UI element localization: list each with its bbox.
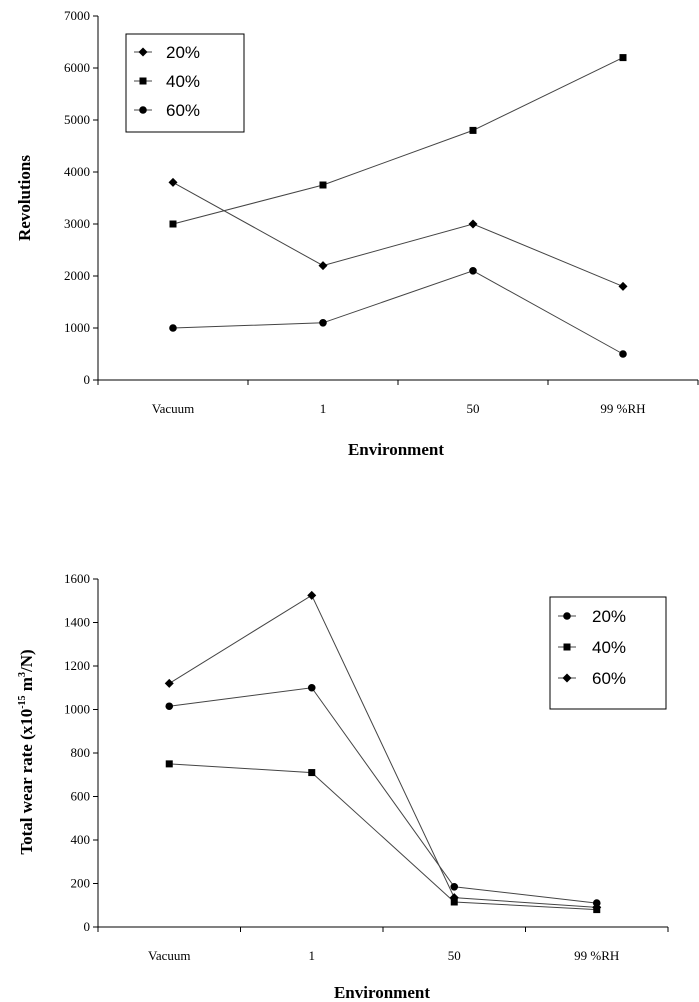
chart2-legend-marker [562,673,572,683]
chart2-y-tick-label: 1200 [64,658,90,673]
chart2-y-tick-label: 1400 [64,615,90,630]
chart2-y-tick-label: 1000 [64,702,90,717]
chart2-series-40pct [165,760,601,914]
chart2-data-point [165,702,174,711]
chart1-legend: 20% 40% 60% [125,33,245,133]
chart2-series-20pct [165,683,601,907]
chart1-y-axis-title: Revolutions [15,155,34,241]
chart1-y-tick-label: 3000 [64,216,90,231]
chart1-data-point [619,350,627,358]
chart2-y-tick-label: 200 [71,876,91,891]
chart1-y-tick-label: 0 [84,372,91,387]
chart2-data-point [450,882,459,891]
chart1-legend-item: 60% [134,101,200,120]
chart2-y-title-sup2: 3 [17,672,28,677]
chart2-series [164,590,602,914]
chart2-y-title-sup1: -15 [17,695,28,708]
chart2-series-line [169,687,597,904]
chart1-legend-marker [139,106,147,114]
chart1-data-point [319,319,327,327]
chart1-data-point [618,281,628,291]
chart1-data-point [469,267,477,275]
chart1-x-axis-title: Environment [348,440,444,459]
chart2-y-title-part2: m [17,677,36,695]
chart1-legend-marker [138,47,148,57]
chart1-data-point [469,126,477,134]
chart1-y-tick-label: 4000 [64,164,90,179]
chart1-series-40pct [169,54,627,228]
chart2-y-axis-title: Total wear rate (x10-15 m3/N) [17,649,36,854]
chart2-data-point [165,760,173,768]
revolutions-chart: 0 1000 2000 3000 4000 5000 6000 7000 Vacuum 1 50 9… [15,8,699,459]
chart1-data-point [169,324,177,332]
chart2-x-tick-label: Vacuum [148,948,191,963]
chart2-data-point [164,678,174,688]
chart1-legend-label: 40% [166,72,200,91]
chart2-legend-label: 20% [592,607,626,626]
chart2-x-tick-label: 1 [309,948,316,963]
chart1-legend-label: 60% [166,101,200,120]
chart2-data-point [307,590,317,600]
chart2-y-title-part3: /N) [17,649,36,673]
chart1-y-tick-label: 2000 [64,268,90,283]
chart1-data-point [619,54,627,62]
chart2-y-title-part1: Total wear rate (x10 [17,709,36,855]
chart1-y-ticks: 0 1000 2000 3000 4000 5000 6000 7000 [64,8,98,387]
chart2-y-tick-label: 800 [71,745,91,760]
chart1-y-tick-label: 5000 [64,112,90,127]
chart1-x-tick-label: 50 [467,401,480,416]
chart2-legend: 20% 40% 60% [549,596,667,710]
chart2-series-line [168,594,597,908]
chart1-series-line [172,57,624,225]
chart1-x-tick-label: 1 [320,401,327,416]
chart2-x-ticks: Vacuum 1 50 99 %RH [97,927,669,963]
chart2-legend-item: 40% [558,638,626,657]
chart1-series [168,54,628,358]
chart2-data-point [307,683,316,692]
chart2-legend-label: 60% [592,669,626,688]
chart2-data-point [592,902,602,912]
chart2-legend-item: 20% [558,607,626,626]
chart1-x-tick-label: 99 %RH [600,401,645,416]
chart2-legend-marker [563,643,571,651]
chart1-y-tick-label: 6000 [64,60,90,75]
chart2-y-ticks: 0 200 400 600 800 1000 1200 1400 1600 [64,571,98,934]
chart1-series-60pct [169,267,627,358]
chart2-x-tick-label: 50 [448,948,461,963]
chart1-y-tick-label: 1000 [64,320,90,335]
chart1-legend-marker [139,77,147,85]
chart1-data-point [169,220,177,228]
chart1-data-point [468,219,478,229]
chart2-y-tick-label: 0 [84,919,91,934]
chart1-legend-item: 20% [134,43,200,62]
chart1-legend-item: 40% [134,72,200,91]
chart1-legend-label: 20% [166,43,200,62]
chart2-legend-label: 40% [592,638,626,657]
chart2-x-tick-label: 99 %RH [574,948,619,963]
chart2-series-60pct [164,590,602,912]
chart2-legend-item: 60% [558,669,626,688]
chart2-y-tick-label: 400 [71,832,91,847]
chart1-x-tick-label: Vacuum [152,401,195,416]
chart1-x-ticks: Vacuum 1 50 99 %RH [97,380,699,416]
chart1-y-tick-label: 7000 [64,8,90,23]
chart1-series-line [172,181,624,287]
chart2-y-tick-label: 1600 [64,571,90,586]
chart2-data-point [449,893,459,903]
chart2-legend-marker [563,612,571,620]
chart1-data-point [318,261,328,271]
chart2-x-axis-title: Environment [334,983,430,1002]
chart2-y-tick-label: 600 [71,789,91,804]
chart2-series-line [169,763,597,911]
chart1-data-point [168,177,178,187]
chart1-series-20pct [168,177,628,291]
wear-rate-chart: 0 200 400 600 800 1000 1200 1400 1600 Vacuum 1 50 9… [17,571,669,1002]
chart1-data-point [319,181,327,189]
chart2-data-point [308,769,316,777]
chart1-series-line [172,270,624,355]
